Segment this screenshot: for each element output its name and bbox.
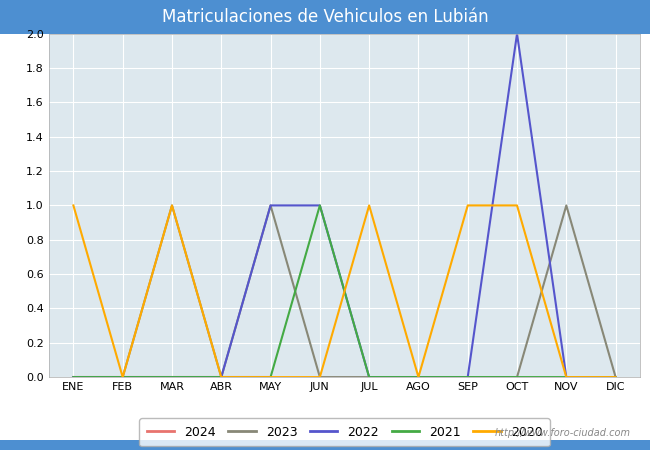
- Text: Matriculaciones de Vehiculos en Lubián: Matriculaciones de Vehiculos en Lubián: [162, 8, 488, 26]
- Legend: 2024, 2023, 2022, 2021, 2020: 2024, 2023, 2022, 2021, 2020: [139, 418, 550, 446]
- Text: http://www.foro-ciudad.com: http://www.foro-ciudad.com: [495, 428, 630, 438]
